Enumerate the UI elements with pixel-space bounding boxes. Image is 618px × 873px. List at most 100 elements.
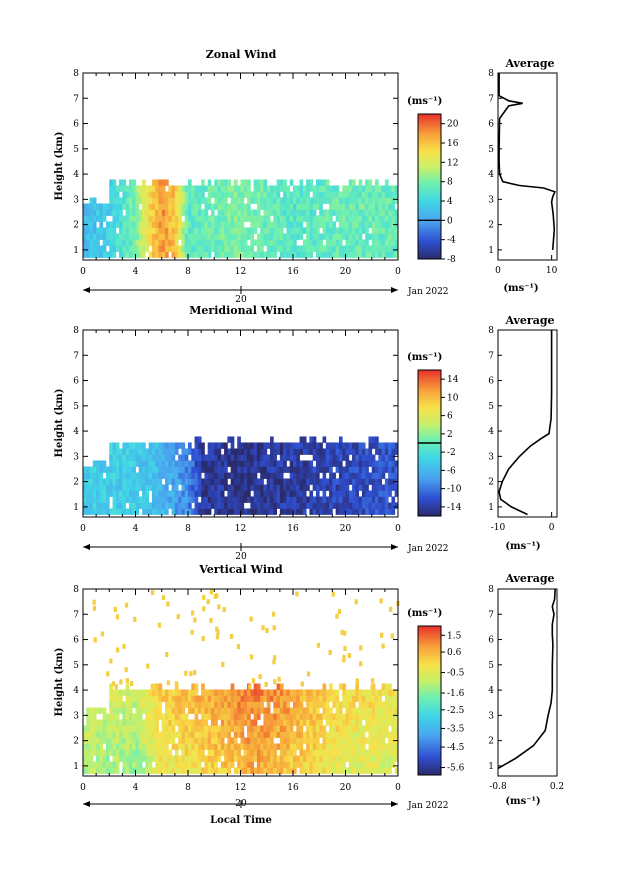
heatmap-cell [119, 731, 123, 738]
heatmap-cell [210, 490, 215, 497]
heatmap-cell [243, 713, 248, 720]
heatmap-cell [391, 215, 396, 222]
heatmap-cell [270, 508, 274, 515]
heatmap-cell [122, 460, 127, 467]
heatmap-cell [352, 185, 356, 192]
heatmap-cell [233, 466, 238, 473]
heatmap-cell [299, 215, 304, 222]
heatmap-cell [302, 508, 307, 515]
heatmap-cell [266, 508, 271, 515]
heatmap-cell [335, 448, 340, 455]
heatmap-cell [332, 227, 337, 234]
heatmap-cell [361, 460, 366, 467]
heatmap-cell [279, 731, 284, 738]
heatmap-cell [283, 508, 287, 515]
heatmap-cell [89, 466, 94, 473]
heatmap-cell [201, 215, 205, 222]
x-tick-label: 20 [340, 783, 352, 793]
zonal-x-ticks: 0 4 8 12 16 20 0 [80, 73, 401, 277]
heatmap-cell [178, 233, 182, 240]
heatmap-cell [125, 731, 130, 738]
meridional-day-label: 20 [235, 552, 247, 562]
heatmap-cell [342, 737, 346, 744]
heatmap-cell [302, 478, 307, 485]
heatmap-cell [309, 203, 314, 210]
heatmap-cell [202, 594, 206, 600]
heatmap-cell [194, 719, 199, 726]
heatmap-cell [368, 233, 373, 240]
heatmap-cell [142, 460, 146, 467]
heatmap-cell [279, 719, 284, 726]
heatmap-cell [381, 643, 385, 649]
heatmap-cell [220, 472, 225, 479]
heatmap-cell [286, 761, 291, 768]
heatmap-cell [345, 689, 350, 696]
heatmap-cell [299, 478, 304, 485]
heatmap-cell [181, 191, 186, 198]
heatmap-cell [207, 707, 212, 714]
heatmap-cell [312, 245, 317, 252]
heatmap-cell [188, 179, 192, 186]
heatmap-cell [128, 737, 133, 744]
heatmap-cell [296, 197, 300, 204]
heatmap-cell [368, 251, 373, 258]
x-tick-label: 8 [185, 783, 191, 793]
heatmap-cell [125, 678, 129, 684]
heatmap-cell [276, 719, 281, 726]
heatmap-cell [368, 490, 373, 497]
heatmap-cell [240, 478, 245, 485]
heatmap-cell [312, 442, 317, 449]
heatmap-cell [338, 707, 343, 714]
heatmap-cell [388, 454, 392, 461]
heatmap-cell [184, 761, 189, 768]
heatmap-cell [220, 767, 225, 774]
heatmap-cell [253, 251, 258, 258]
heatmap-cell [112, 209, 117, 216]
heatmap-cell [256, 215, 261, 222]
heatmap-cell [378, 743, 382, 750]
heatmap-cell [312, 761, 317, 768]
heatmap-cell [158, 215, 163, 222]
heatmap-cell [253, 239, 258, 246]
heatmap-cell [247, 233, 251, 240]
heatmap-cell [338, 209, 343, 216]
heatmap-cell [227, 436, 232, 443]
heatmap-cell [332, 203, 337, 210]
heatmap-cell [122, 713, 127, 720]
heatmap-cell [355, 737, 360, 744]
heatmap-cell [161, 221, 166, 228]
heatmap-cell [201, 502, 205, 509]
heatmap-cell [289, 466, 294, 473]
heatmap-cell [322, 731, 327, 738]
heatmap-cell [352, 737, 356, 744]
heatmap-cell [388, 239, 392, 246]
heatmap-cell [250, 191, 255, 198]
heatmap-cell [391, 701, 396, 708]
heatmap-cell [148, 251, 153, 258]
heatmap-cell [132, 713, 136, 720]
heatmap-cell [115, 502, 120, 509]
heatmap-cell [119, 215, 123, 222]
heatmap-cell [102, 749, 107, 756]
heatmap-cell [273, 701, 277, 708]
heatmap-cell [371, 713, 376, 720]
heatmap-cell [135, 707, 140, 714]
heatmap-cell [388, 478, 392, 485]
heatmap-cell [171, 689, 176, 696]
colorbar-tick-label: -3.5 [447, 724, 465, 734]
heatmap-cell [224, 239, 228, 246]
heatmap-cell [381, 689, 386, 696]
heatmap-cell [355, 442, 360, 449]
heatmap-cell [201, 466, 205, 473]
heatmap-cell [348, 713, 353, 720]
heatmap-cell [368, 442, 373, 449]
heatmap-cell [168, 466, 172, 473]
heatmap-cell [335, 496, 340, 503]
heatmap-cell [194, 695, 199, 702]
heatmap-cell [142, 448, 146, 455]
heatmap-cell [378, 502, 382, 509]
heatmap-cell [204, 185, 209, 192]
heatmap-cell [256, 683, 261, 690]
heatmap-cell [96, 508, 100, 515]
heatmap-cell [132, 466, 136, 473]
